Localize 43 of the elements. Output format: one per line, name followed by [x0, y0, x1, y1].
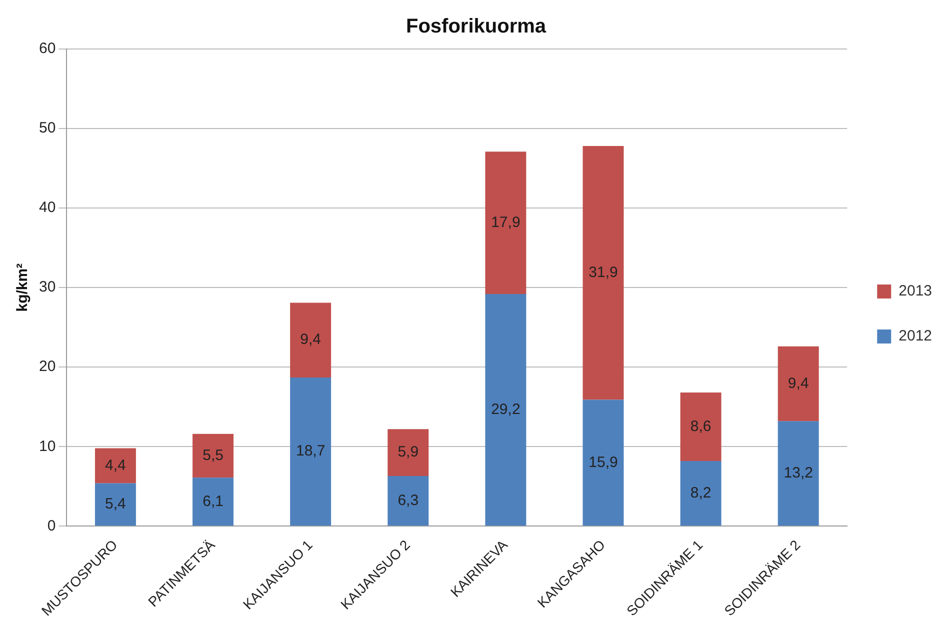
y-axis-title: kg/km² — [14, 263, 32, 312]
data-label: 8,2 — [690, 484, 712, 502]
data-label: 5,9 — [398, 444, 419, 461]
legend-label: 2012 — [898, 328, 932, 345]
data-label: 13,2 — [784, 464, 813, 482]
y-tick-label: 0 — [47, 517, 56, 534]
y-tick-label: 20 — [38, 358, 56, 376]
data-label: 5,5 — [202, 446, 224, 464]
y-tick-label: 50 — [38, 120, 56, 137]
data-label: 6,3 — [398, 492, 419, 509]
y-tick-label: 60 — [38, 40, 56, 58]
y-tick-label: 10 — [38, 438, 56, 455]
data-label: 8,6 — [690, 418, 712, 435]
bar — [680, 460, 722, 526]
data-label: 6,1 — [202, 492, 224, 510]
legend-label: 2013 — [898, 282, 932, 300]
data-label: 29,2 — [491, 400, 520, 418]
bar — [290, 377, 332, 526]
bar — [778, 421, 819, 526]
y-tick-label: 40 — [38, 199, 56, 216]
bar — [192, 478, 234, 526]
bar — [778, 346, 819, 422]
data-label: 31,9 — [588, 264, 618, 282]
bar — [388, 476, 429, 526]
bar — [94, 448, 136, 484]
bar — [388, 429, 429, 476]
bar — [290, 302, 332, 378]
data-label: 5,4 — [105, 496, 126, 513]
bar — [192, 434, 234, 478]
y-tick-label: 30 — [38, 278, 56, 296]
data-label: 9,4 — [300, 331, 322, 348]
data-label: 9,4 — [788, 374, 809, 392]
bar — [485, 294, 526, 526]
chart-title: Fosforikuorma — [406, 16, 547, 38]
bar — [485, 152, 526, 294]
data-label: 4,4 — [105, 456, 126, 474]
data-label: 18,7 — [296, 442, 326, 460]
data-label: 17,9 — [491, 214, 520, 231]
bar — [94, 483, 136, 526]
bar — [680, 392, 722, 461]
data-label: 15,9 — [588, 454, 618, 471]
bar — [582, 400, 624, 526]
bar — [582, 146, 624, 400]
